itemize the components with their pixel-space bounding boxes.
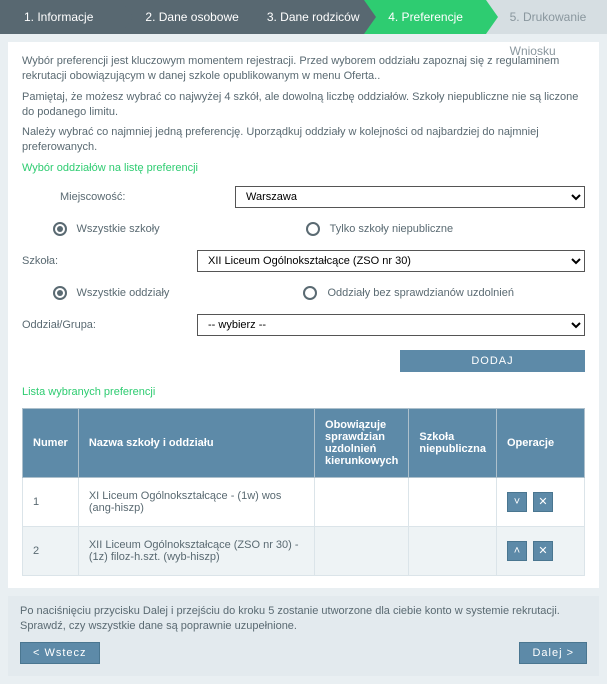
radio-icon <box>53 286 67 300</box>
close-icon: ✕ <box>538 495 547 508</box>
cell-niepubliczna <box>409 526 497 575</box>
chevron-up-icon: ˄ <box>514 545 520 557</box>
th-numer: Numer <box>23 408 79 477</box>
step-4: 4. Preferencje <box>364 0 485 34</box>
cell-nazwa: XII Liceum Ogólnokształcące (ZSO nr 30) … <box>78 526 314 575</box>
cell-sprawdzian <box>315 477 409 526</box>
cell-niepubliczna <box>409 477 497 526</box>
select-szkola[interactable]: XII Liceum Ogólnokształcące (ZSO nr 30) <box>197 250 585 272</box>
radio-bez-sprawdzianow[interactable]: Oddziały bez sprawdzianów uzdolnień <box>303 286 514 300</box>
step-1[interactable]: 1. Informacje <box>0 0 121 34</box>
move-down-button[interactable]: ˅ <box>507 492 527 512</box>
radio-label: Wszystkie oddziały <box>77 287 170 299</box>
label-oddzial: Oddział/Grupa: <box>22 319 197 331</box>
table-row: 2 XII Liceum Ogólnokształcące (ZSO nr 30… <box>23 526 585 575</box>
radio-label: Tylko szkoły niepubliczne <box>330 223 454 235</box>
move-up-button[interactable]: ˄ <box>507 541 527 561</box>
select-oddzial[interactable]: -- wybierz -- <box>197 314 585 336</box>
back-button[interactable]: < Wstecz <box>20 642 100 664</box>
table-row: 1 XI Liceum Ogólnokształcące - (1w) wos … <box>23 477 585 526</box>
th-niepubliczna: Szkoła niepubliczna <box>409 408 497 477</box>
step-2[interactable]: 2. Dane osobowe <box>121 0 242 34</box>
preference-form: Miejscowość: Warszawa Wszystkie szkoły T… <box>22 186 585 372</box>
intro-text: Wybór preferencji jest kluczowym momente… <box>22 54 585 176</box>
th-sprawdzian: Obowiązuje sprawdzian uzdolnień kierunko… <box>315 408 409 477</box>
radio-icon <box>303 286 317 300</box>
remove-button[interactable]: ✕ <box>533 541 553 561</box>
main-panel: Wybór preferencji jest kluczowym momente… <box>8 42 599 588</box>
radio-label: Oddziały bez sprawdzianów uzdolnień <box>327 287 514 299</box>
radio-label: Wszystkie szkoły <box>77 223 160 235</box>
step-5: 5. Drukowanie Wniosku <box>486 0 607 34</box>
cell-nazwa: XI Liceum Ogólnokształcące - (1w) wos (a… <box>78 477 314 526</box>
radio-tylko-niepubliczne[interactable]: Tylko szkoły niepubliczne <box>306 222 454 236</box>
footer: Po naciśnięciu przycisku Dalej i przejśc… <box>8 596 599 676</box>
preferences-table: Numer Nazwa szkoły i oddziału Obowiązuje… <box>22 408 585 576</box>
radio-icon <box>53 222 67 236</box>
stepper: 1. Informacje 2. Dane osobowe 3. Dane ro… <box>0 0 607 34</box>
select-miejscowosc[interactable]: Warszawa <box>235 186 585 208</box>
label-miejscowosc: Miejscowość: <box>60 191 235 203</box>
intro-p2: Pamiętaj, że możesz wybrać co najwyżej 4… <box>22 90 585 120</box>
add-button[interactable]: DODAJ <box>400 350 585 372</box>
radio-wszystkie-oddzialy[interactable]: Wszystkie oddziały <box>53 286 170 300</box>
radio-icon <box>306 222 320 236</box>
radio-wszystkie-szkoly[interactable]: Wszystkie szkoły <box>53 222 160 236</box>
intro-p1: Wybór preferencji jest kluczowym momente… <box>22 54 585 84</box>
step-3[interactable]: 3. Dane rodziców <box>243 0 364 34</box>
th-nazwa: Nazwa szkoły i oddziału <box>78 408 314 477</box>
next-button[interactable]: Dalej > <box>519 642 587 664</box>
list-heading: Lista wybranych preferencji <box>22 386 585 398</box>
label-szkola: Szkoła: <box>22 255 197 267</box>
chevron-down-icon: ˅ <box>514 496 520 508</box>
cell-sprawdzian <box>315 526 409 575</box>
footer-note: Po naciśnięciu przycisku Dalej i przejśc… <box>20 604 587 634</box>
th-operacje: Operacje <box>497 408 585 477</box>
close-icon: ✕ <box>538 544 547 557</box>
cell-numer: 1 <box>23 477 79 526</box>
intro-p3: Należy wybrać co najmniej jedną preferen… <box>22 125 585 155</box>
intro-sub: Wybór oddziałów na listę preferencji <box>22 161 585 176</box>
remove-button[interactable]: ✕ <box>533 492 553 512</box>
cell-numer: 2 <box>23 526 79 575</box>
